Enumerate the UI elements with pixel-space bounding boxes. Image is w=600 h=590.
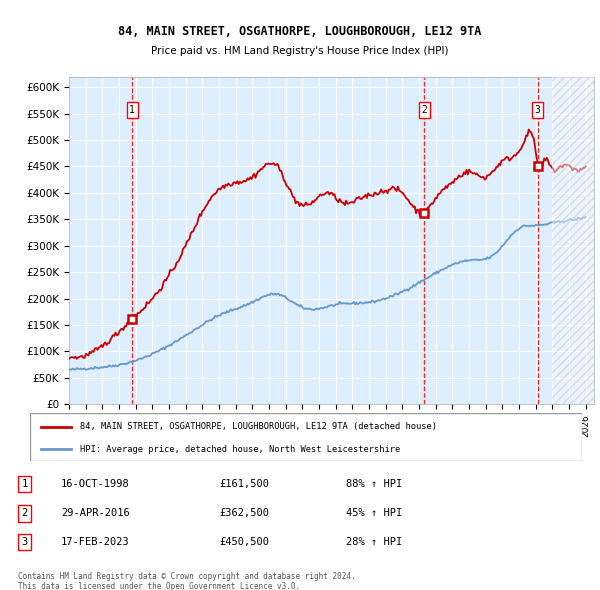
Text: 84, MAIN STREET, OSGATHORPE, LOUGHBOROUGH, LE12 9TA (detached house): 84, MAIN STREET, OSGATHORPE, LOUGHBOROUG… bbox=[80, 422, 437, 431]
Text: HPI: Average price, detached house, North West Leicestershire: HPI: Average price, detached house, Nort… bbox=[80, 445, 400, 454]
Text: £161,500: £161,500 bbox=[220, 478, 269, 489]
Text: 1: 1 bbox=[22, 478, 28, 489]
Text: Price paid vs. HM Land Registry's House Price Index (HPI): Price paid vs. HM Land Registry's House … bbox=[151, 46, 449, 56]
Text: 2: 2 bbox=[22, 509, 28, 519]
Text: 28% ↑ HPI: 28% ↑ HPI bbox=[346, 537, 403, 548]
Text: 16-OCT-1998: 16-OCT-1998 bbox=[61, 478, 130, 489]
FancyBboxPatch shape bbox=[30, 413, 582, 461]
Text: 88% ↑ HPI: 88% ↑ HPI bbox=[346, 478, 403, 489]
Text: 84, MAIN STREET, OSGATHORPE, LOUGHBOROUGH, LE12 9TA: 84, MAIN STREET, OSGATHORPE, LOUGHBOROUG… bbox=[118, 25, 482, 38]
Text: 1: 1 bbox=[129, 105, 135, 115]
Text: £450,500: £450,500 bbox=[220, 537, 269, 548]
Text: 2: 2 bbox=[422, 105, 427, 115]
Text: 45% ↑ HPI: 45% ↑ HPI bbox=[346, 509, 403, 519]
Text: 29-APR-2016: 29-APR-2016 bbox=[61, 509, 130, 519]
Text: 3: 3 bbox=[535, 105, 541, 115]
Text: £362,500: £362,500 bbox=[220, 509, 269, 519]
Text: 17-FEB-2023: 17-FEB-2023 bbox=[61, 537, 130, 548]
Text: This data is licensed under the Open Government Licence v3.0.: This data is licensed under the Open Gov… bbox=[18, 582, 300, 590]
Text: 3: 3 bbox=[22, 537, 28, 548]
Text: Contains HM Land Registry data © Crown copyright and database right 2024.: Contains HM Land Registry data © Crown c… bbox=[18, 572, 356, 581]
